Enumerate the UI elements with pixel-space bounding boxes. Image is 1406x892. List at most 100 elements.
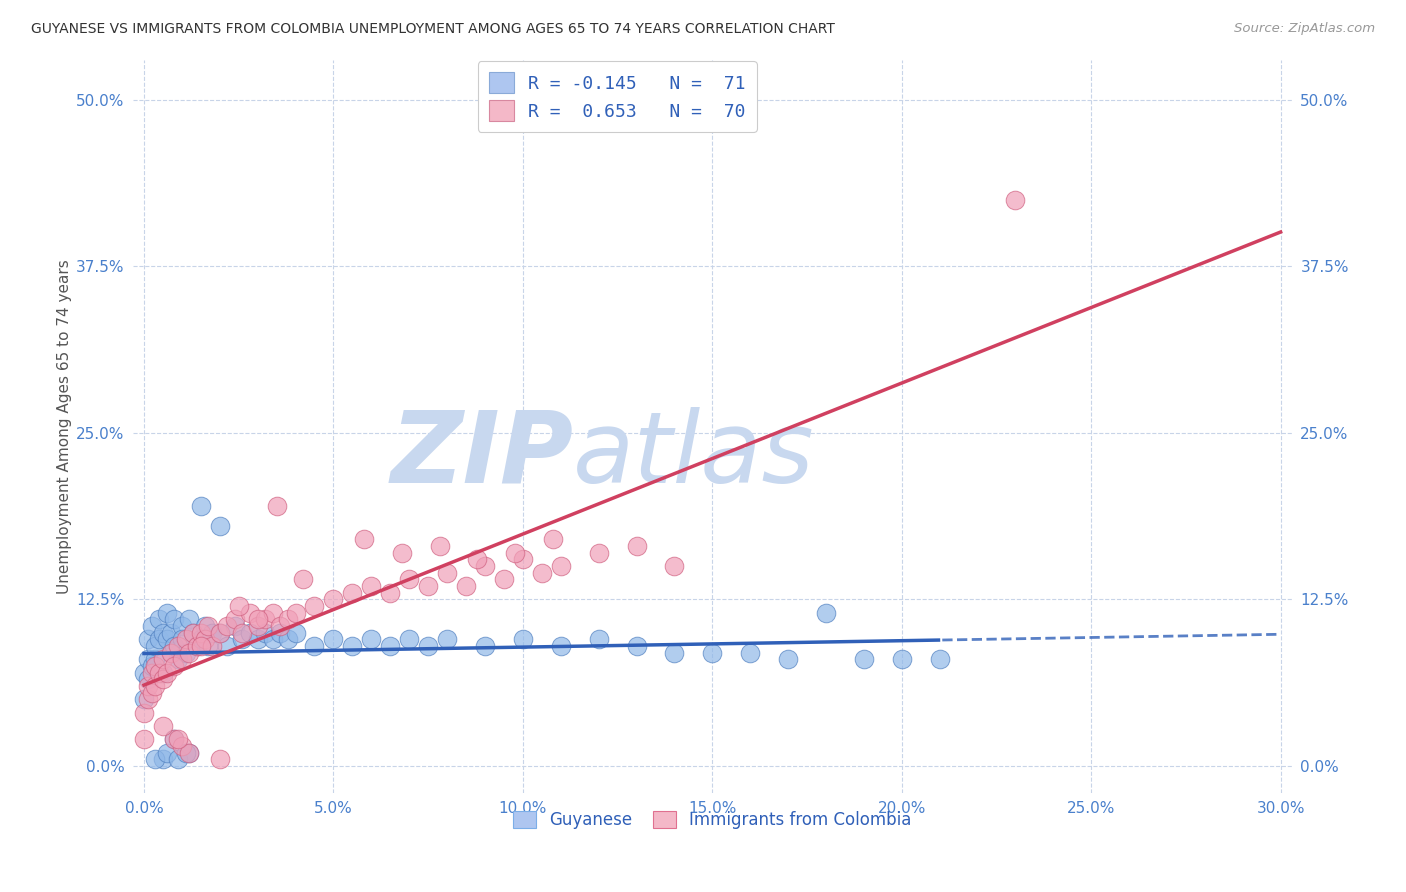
Point [550,639,572,653]
Point [239,606,262,620]
Point [262,606,284,620]
Point [228,599,250,613]
Point [163,732,186,747]
Point [194,632,217,647]
Point [231,625,253,640]
Text: GUYANESE VS IMMIGRANTS FROM COLOMBIA UNEMPLOYMENT AMONG AGES 65 TO 74 YEARS CORR: GUYANESE VS IMMIGRANTS FROM COLOMBIA UNE… [31,22,835,37]
Point [360,632,382,647]
Point [132,692,155,706]
Point [148,612,170,626]
Point [474,639,496,653]
Point [143,639,166,653]
Text: Source: ZipAtlas.com: Source: ZipAtlas.com [1234,22,1375,36]
Point [269,625,291,640]
Point [152,652,174,666]
Point [626,539,648,553]
Point [159,646,181,660]
Point [174,746,197,760]
Y-axis label: Unemployment Among Ages 65 to 74 years: Unemployment Among Ages 65 to 74 years [58,259,72,593]
Legend: Guyanese, Immigrants from Colombia: Guyanese, Immigrants from Colombia [506,804,918,836]
Point [152,665,174,680]
Point [530,566,553,580]
Point [436,566,458,580]
Point [152,752,174,766]
Point [664,559,686,574]
Point [190,625,212,640]
Point [141,686,163,700]
Point [239,625,262,640]
Point [167,652,190,666]
Point [626,639,648,653]
Point [224,612,246,626]
Point [190,499,212,513]
Point [186,639,208,653]
Point [156,746,179,760]
Point [179,646,201,660]
Point [170,739,193,753]
Point [197,639,219,653]
Point [152,719,174,733]
Point [190,639,212,653]
Point [418,639,440,653]
Point [890,652,912,666]
Point [170,632,193,647]
Point [928,652,950,666]
Point [740,646,762,660]
Point [254,625,277,640]
Point [152,673,174,687]
Point [181,625,204,640]
Point [588,546,610,560]
Point [201,625,224,640]
Point [201,639,224,653]
Point [702,646,724,660]
Point [132,732,155,747]
Point [474,559,496,574]
Point [418,579,440,593]
Point [512,552,534,566]
Point [588,632,610,647]
Point [436,632,458,647]
Point [398,573,420,587]
Point [136,692,159,706]
Point [814,606,837,620]
Point [174,646,197,660]
Point [503,546,526,560]
Point [269,619,291,633]
Point [163,732,186,747]
Point [277,612,299,626]
Point [342,585,364,599]
Point [217,619,239,633]
Point [467,552,489,566]
Point [322,632,344,647]
Point [262,632,284,647]
Point [156,632,179,647]
Point [778,652,800,666]
Point [152,625,174,640]
Point [454,579,477,593]
Point [159,646,181,660]
Point [266,499,288,513]
Point [136,673,159,687]
Point [181,625,204,640]
Point [159,625,181,640]
Point [197,619,219,633]
Point [148,632,170,647]
Point [231,632,253,647]
Point [167,752,190,766]
Point [136,632,159,647]
Point [541,533,564,547]
Point [217,639,239,653]
Point [208,519,231,533]
Point [163,659,186,673]
Point [186,639,208,653]
Point [246,619,269,633]
Point [179,612,201,626]
Point [136,652,159,666]
Point [284,606,307,620]
Point [143,659,166,673]
Point [353,533,375,547]
Point [512,632,534,647]
Point [190,632,212,647]
Point [391,546,413,560]
Point [163,612,186,626]
